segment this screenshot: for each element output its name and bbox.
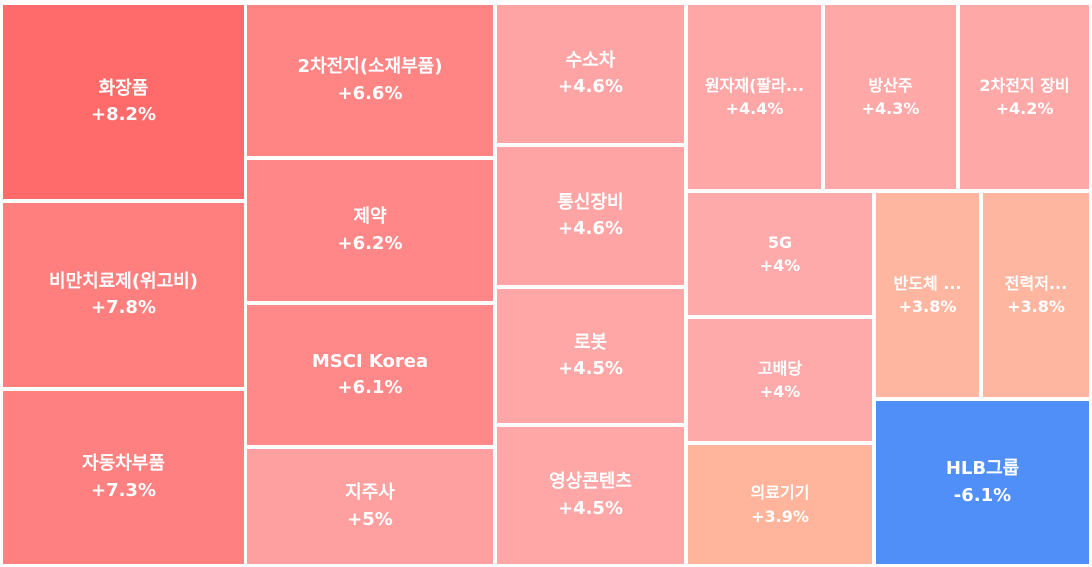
treemap-tile[interactable]: 지주사 +5% xyxy=(247,449,493,564)
treemap-tile[interactable]: 원자재(팔라... +4.4% xyxy=(688,5,821,189)
treemap-tile[interactable]: 제약 +6.2% xyxy=(247,160,493,301)
treemap-tile[interactable]: 전력저... +3.8% xyxy=(983,193,1089,397)
tile-change: +4.3% xyxy=(861,99,920,118)
treemap-tile[interactable]: HLB그룹 -6.1% xyxy=(876,401,1089,564)
tile-label: 통신장비 xyxy=(557,191,624,213)
treemap-tile[interactable]: 5G +4% xyxy=(688,193,872,315)
tile-label: 비만치료제(위고비) xyxy=(49,270,198,292)
tile-label: 5G xyxy=(767,232,793,252)
tile-label: 고배당 xyxy=(757,358,803,378)
tile-change: +4.2% xyxy=(995,99,1054,118)
tile-label: 자동차부품 xyxy=(82,453,165,475)
treemap-tile[interactable]: 영상콘텐츠 +4.5% xyxy=(497,427,684,564)
tile-change: +4.6% xyxy=(557,76,623,97)
tile-label: HLB그룹 xyxy=(945,458,1020,480)
treemap-tile[interactable]: 비만치료제(위고비) +7.8% xyxy=(3,203,244,387)
treemap-tile[interactable]: 수소차 +4.6% xyxy=(497,5,684,143)
tile-label: 방산주 xyxy=(868,75,913,95)
tile-change: +6.6% xyxy=(337,82,403,104)
tile-change: +8.2% xyxy=(90,104,156,125)
tile-label: 제약 xyxy=(353,206,387,228)
tile-label: 2차전지 장비 xyxy=(979,75,1070,95)
tile-label: 영상콘텐츠 xyxy=(549,471,632,493)
tile-change: +3.9% xyxy=(751,506,809,526)
tile-label: 수소차 xyxy=(565,49,616,71)
treemap-tile[interactable]: 고배당 +4% xyxy=(688,319,872,441)
tile-change: +3.8% xyxy=(1007,297,1065,316)
treemap-tile[interactable]: 반도체 ... +3.8% xyxy=(876,193,979,397)
tile-change: +3.8% xyxy=(898,297,957,316)
treemap-tile[interactable]: 2차전지(소재부품) +6.6% xyxy=(247,5,493,156)
tile-label: 반도체 ... xyxy=(893,273,962,293)
treemap-tile[interactable]: 통신장비 +4.6% xyxy=(497,147,684,285)
tile-change: +4% xyxy=(759,256,801,275)
tile-change: +6.2% xyxy=(337,232,403,254)
tile-change: +4.6% xyxy=(557,218,623,239)
tile-change: +7.3% xyxy=(90,479,156,501)
treemap-tile[interactable]: 방산주 +4.3% xyxy=(825,5,956,189)
tile-change: +4.4% xyxy=(725,99,784,118)
tile-change: +6.1% xyxy=(337,377,403,398)
tile-change: +5% xyxy=(347,508,393,530)
treemap-tile[interactable]: 2차전지 장비 +4.2% xyxy=(960,5,1089,189)
tile-change: +7.8% xyxy=(90,297,156,318)
tile-label: 의료기기 xyxy=(750,483,810,503)
tile-label: 로봇 xyxy=(573,331,608,353)
tile-label: 전력저... xyxy=(1004,273,1068,293)
tile-change: +4.5% xyxy=(557,358,623,379)
tile-label: 지주사 xyxy=(345,482,395,504)
tile-label: 화장품 xyxy=(98,77,149,99)
tile-label: 원자재(팔라... xyxy=(704,75,805,95)
treemap-tile[interactable]: 자동차부품 +7.3% xyxy=(3,391,244,564)
tile-label: 2차전지(소재부품) xyxy=(297,56,443,78)
treemap-tile[interactable]: 화장품 +8.2% xyxy=(3,5,244,199)
tile-change: +4.5% xyxy=(557,497,623,519)
tile-change: +4% xyxy=(759,382,801,401)
treemap-tile[interactable]: 의료기기 +3.9% xyxy=(688,445,872,564)
tile-label: MSCI Korea xyxy=(311,350,429,372)
treemap-tile[interactable]: MSCI Korea +6.1% xyxy=(247,305,493,445)
tile-change: -6.1% xyxy=(953,484,1012,506)
treemap-tile[interactable]: 로봇 +4.5% xyxy=(497,289,684,423)
